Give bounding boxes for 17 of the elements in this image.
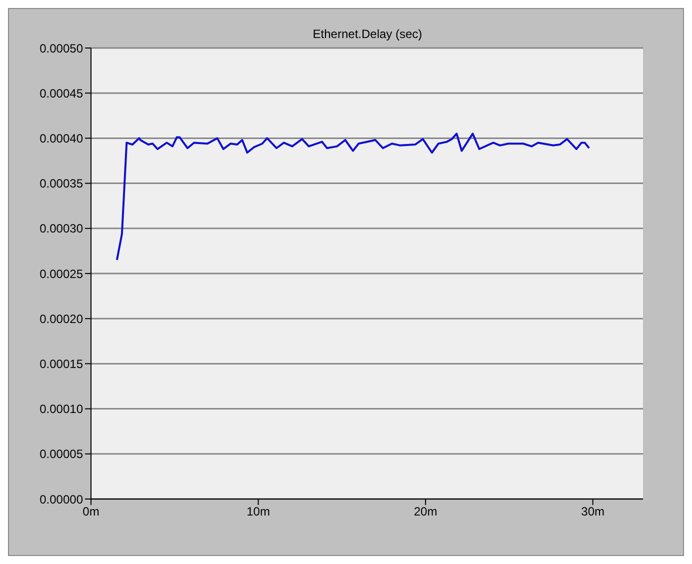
y-tick-label: 0.00000 (40, 492, 84, 506)
y-tick-label: 0.00040 (40, 131, 84, 146)
y-tick-label: 0.00045 (40, 86, 84, 100)
y-tick-label: 0.00010 (40, 402, 84, 416)
x-tick-label: 20m (414, 504, 438, 519)
x-tick-label: 0m (82, 504, 100, 519)
y-tick-label: 0.00030 (40, 222, 84, 236)
y-tick-label: 0.00015 (40, 356, 84, 371)
y-tick-label: 0.00025 (40, 266, 84, 281)
x-tick-label: 10m (246, 504, 270, 519)
chart-title: Ethernet.Delay (sec) (312, 27, 424, 41)
line-series (116, 132, 590, 261)
y-tick-label: 0.00050 (40, 41, 84, 56)
y-tick-label: 0.00035 (40, 176, 84, 191)
y-tick-label: 0.00020 (40, 312, 84, 326)
y-tick-label: 0.00005 (40, 447, 84, 462)
x-tick-label: 30m (581, 504, 604, 519)
